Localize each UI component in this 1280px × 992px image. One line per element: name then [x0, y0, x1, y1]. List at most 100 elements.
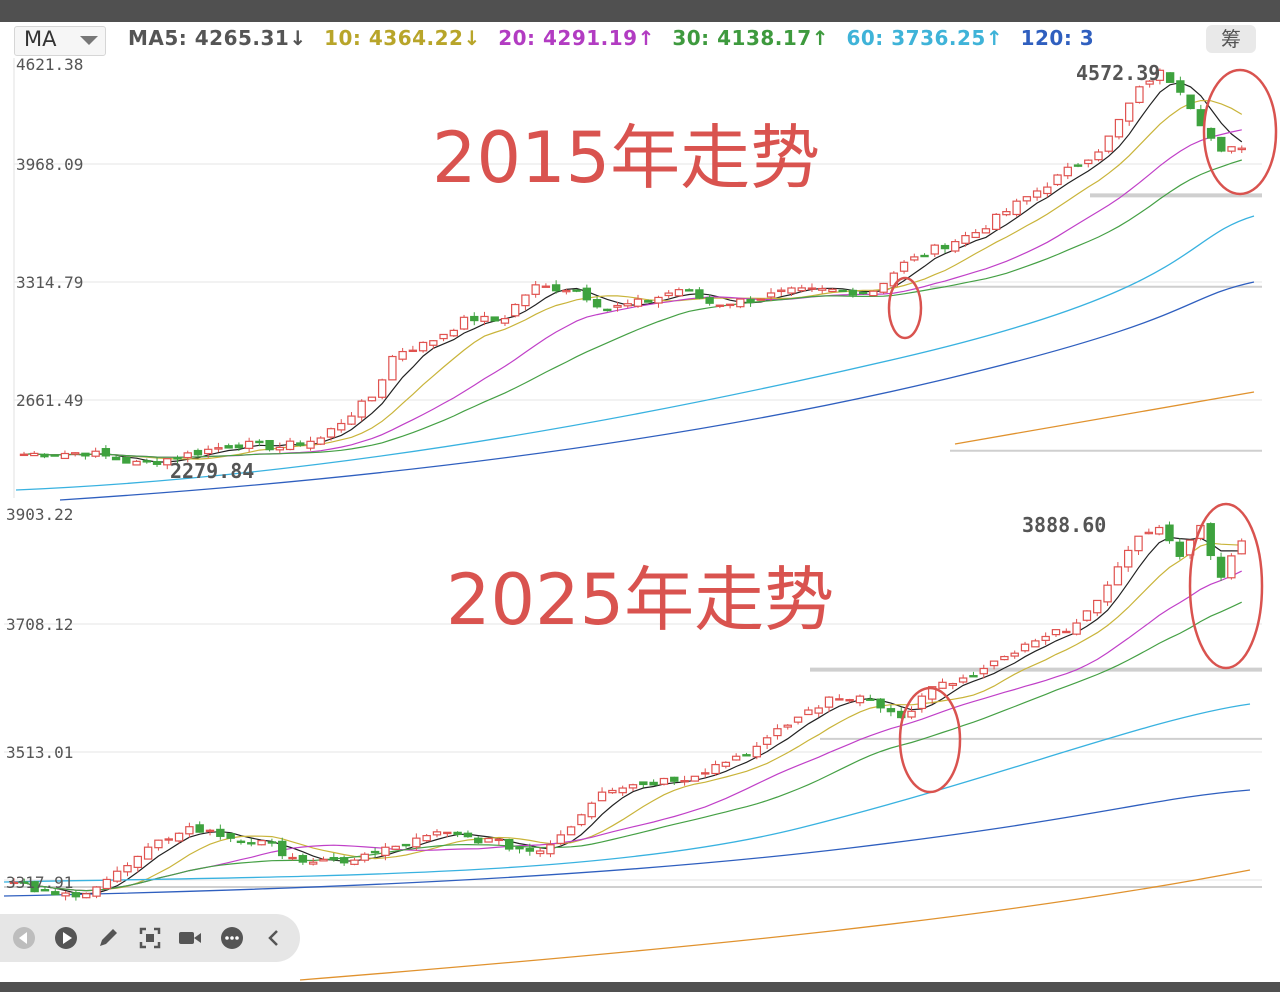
- candle-body: [659, 777, 669, 785]
- video-icon[interactable]: [178, 926, 202, 950]
- ma120-value: 120: 3: [1020, 26, 1095, 50]
- candle-body: [278, 840, 287, 857]
- candle-body: [30, 881, 39, 893]
- candle-body: [855, 695, 865, 704]
- candle-body: [1165, 524, 1174, 542]
- candle-body: [690, 775, 700, 782]
- candle-body: [381, 846, 390, 856]
- candle-body: [736, 298, 745, 308]
- candle-body: [766, 292, 776, 298]
- candle-body: [30, 452, 39, 457]
- candle-body: [298, 855, 308, 863]
- chart-title: 2015年走势: [432, 117, 820, 199]
- crop-icon[interactable]: [138, 926, 162, 950]
- candle-body: [649, 781, 658, 786]
- candle-body: [979, 667, 988, 675]
- candle-body: [19, 453, 29, 457]
- candle-body: [1094, 151, 1103, 161]
- candle-body: [1217, 136, 1226, 152]
- candle-body: [1104, 135, 1113, 152]
- candle-body: [1154, 526, 1164, 535]
- candle-body: [1176, 80, 1185, 93]
- candle-body: [474, 837, 483, 844]
- more-icon[interactable]: [220, 926, 244, 950]
- candle-body: [639, 781, 648, 786]
- candle-body: [845, 699, 854, 702]
- chart-2025-candles: [9, 521, 1246, 901]
- candle-body: [173, 457, 182, 460]
- candle-body: [398, 350, 407, 360]
- candle-body: [664, 292, 673, 297]
- chart-2015-grid: [14, 163, 1262, 452]
- candle-body: [1041, 635, 1050, 641]
- candle-body: [347, 415, 356, 425]
- candle-body: [940, 244, 950, 250]
- candle-body: [214, 447, 223, 450]
- chart-2015-candles: [19, 68, 1246, 470]
- candle-body: [40, 453, 49, 458]
- candle-body: [357, 400, 366, 418]
- candle-body: [1114, 118, 1124, 138]
- candle-body: [1155, 69, 1165, 81]
- candle-body: [951, 241, 960, 252]
- candle-body: [1237, 540, 1246, 555]
- chart-2025-y-axis: 3903.22 3708.12 3513.01 3317.91: [6, 505, 73, 892]
- chart-2015: 4621.38 3968.09 3314.79 2661.49 4572.39 …: [13, 58, 1278, 501]
- candle-body: [858, 291, 868, 295]
- candle-body: [244, 440, 254, 449]
- candle-body: [958, 677, 968, 683]
- collapse-icon[interactable]: [262, 926, 286, 950]
- ma30-value: 30: 4138.17↑: [672, 26, 829, 50]
- candle-body: [1053, 174, 1062, 186]
- candle-body: [174, 832, 184, 842]
- candle-body: [680, 780, 689, 783]
- candle-body: [1206, 127, 1216, 139]
- candle-body: [1103, 584, 1112, 603]
- rewind-icon[interactable]: [12, 926, 36, 950]
- candle-body: [91, 450, 100, 457]
- pen-icon[interactable]: [96, 926, 120, 950]
- candle-body: [876, 698, 885, 709]
- candle-body: [752, 745, 762, 758]
- chart-2015-y-axis: 4621.38 3968.09 3314.79 2661.49: [16, 58, 83, 410]
- candle-body: [1020, 643, 1030, 652]
- candle-body: [787, 287, 796, 294]
- chip-distribution-button[interactable]: 筹: [1206, 25, 1256, 53]
- candle-body: [618, 787, 627, 794]
- candle-body: [869, 290, 878, 297]
- candle-body: [746, 298, 755, 303]
- chart-2025: 3903.22 3708.12 3513.01 3317.91 3888.60 …: [0, 502, 1280, 982]
- candle-body: [377, 379, 387, 398]
- y-tick-label: 2661.49: [16, 391, 83, 410]
- candle-body: [879, 282, 888, 293]
- candle-body: [101, 448, 111, 457]
- annotation-circle: [887, 276, 923, 340]
- candle-body: [644, 300, 653, 303]
- candle-body: [326, 428, 336, 438]
- candle-body: [1051, 629, 1061, 636]
- candle-body: [339, 857, 349, 864]
- candle-body: [1227, 146, 1236, 152]
- candle-body: [531, 284, 540, 295]
- candle-body: [490, 316, 499, 322]
- candle-body: [556, 834, 565, 844]
- candle-body: [930, 244, 939, 255]
- candle-body: [92, 886, 101, 897]
- candle-body: [236, 840, 246, 844]
- candle-body: [572, 289, 581, 292]
- candle-body: [308, 861, 318, 865]
- annotation-circle: [1188, 502, 1264, 670]
- candle-body: [886, 708, 896, 713]
- ma-line: [13, 570, 1242, 892]
- candle-body: [828, 288, 837, 293]
- chevron-down-icon[interactable]: [80, 36, 98, 45]
- candle-body: [265, 439, 274, 451]
- candle-body: [866, 698, 875, 701]
- candle-body: [684, 289, 694, 292]
- candle-body: [257, 840, 266, 846]
- candle-body: [762, 737, 772, 745]
- candle-body: [1206, 523, 1215, 557]
- play-icon[interactable]: [54, 926, 78, 950]
- candle-body: [288, 856, 297, 860]
- ma-line: [15, 215, 1255, 491]
